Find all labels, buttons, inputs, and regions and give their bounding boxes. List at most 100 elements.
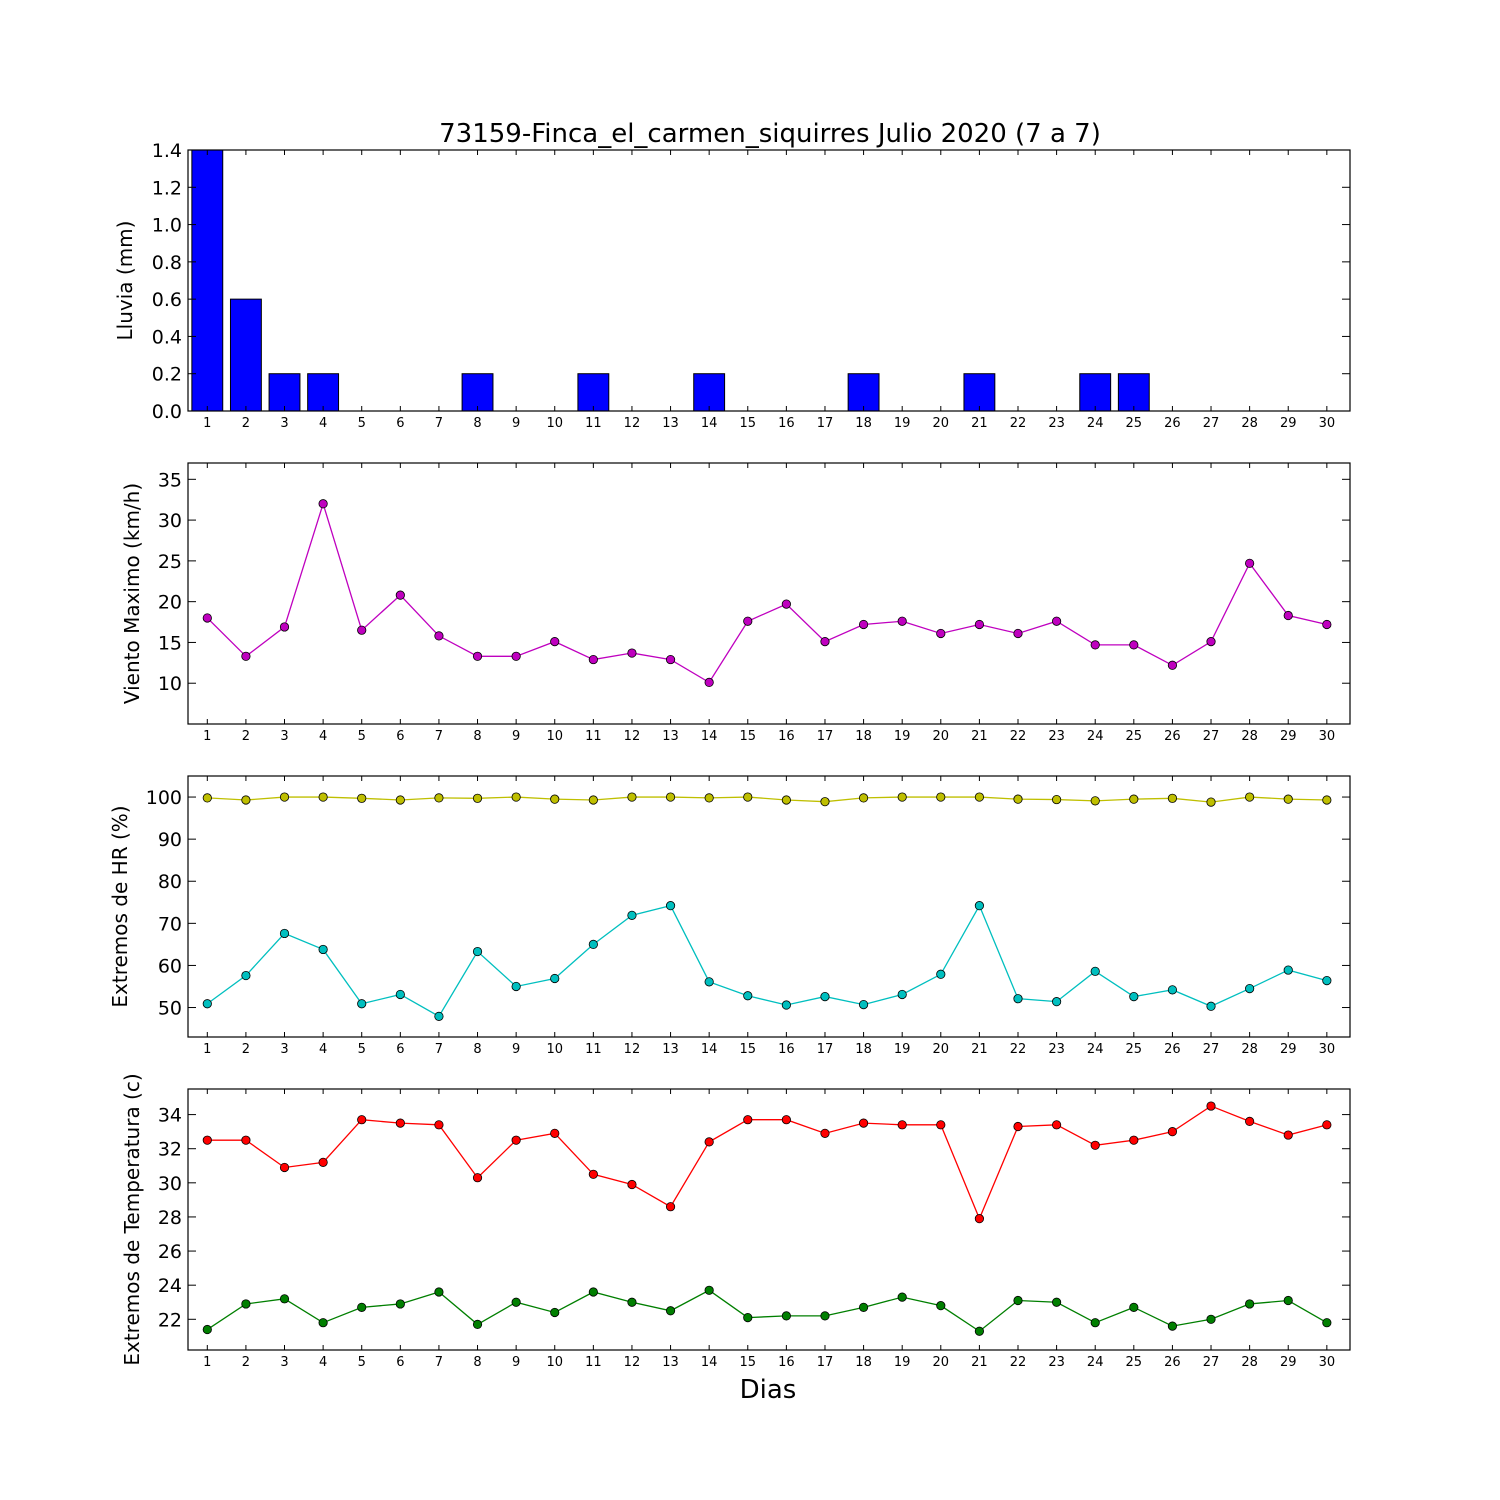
x-tick-label: 24: [1087, 1042, 1104, 1057]
x-tick-label: 17: [817, 416, 834, 431]
x-tick-label: 20: [933, 1042, 950, 1057]
bar-day-18: [847, 373, 880, 412]
point-series-1-day-10: [550, 1128, 560, 1138]
point-series-1-day-6: [395, 1118, 405, 1128]
x-tick-label: 12: [624, 1355, 641, 1370]
y-tick-label: 0.8: [152, 252, 182, 274]
point-series-2-day-14: [704, 1285, 714, 1295]
point-series-1-day-21: [974, 1214, 985, 1224]
point-series-1-day-12: [627, 1179, 637, 1190]
point-series-1-day-21: [974, 619, 985, 630]
x-tick-label: 10: [546, 1042, 563, 1057]
point-series-2-day-14: [704, 977, 714, 987]
x-tick-label: 18: [855, 416, 872, 431]
x-tick-label: 11: [585, 416, 602, 431]
x-tick-label: 23: [1048, 416, 1065, 431]
x-tick-label: 30: [1319, 416, 1336, 431]
point-series-2-day-4: [318, 1318, 328, 1328]
x-tick-label: 7: [435, 729, 443, 744]
x-tick-label: 28: [1241, 1042, 1258, 1057]
x-tick-label: 2: [242, 1355, 250, 1370]
point-series-1-day-25: [1129, 1135, 1139, 1145]
x-tick-label: 5: [358, 729, 366, 744]
point-series-2-day-21: [974, 901, 985, 911]
x-tick-label: 24: [1087, 416, 1104, 431]
point-series-2-day-20: [936, 969, 946, 979]
point-series-2-day-8: [472, 946, 483, 957]
x-tick-label: 12: [624, 416, 641, 431]
bar-day-11: [577, 373, 610, 412]
x-tick-label: 16: [778, 416, 795, 431]
point-series-2-day-28: [1245, 1299, 1255, 1309]
y-tick-label: 100: [146, 787, 182, 809]
point-series-2-day-9: [511, 1297, 521, 1307]
point-series-2-day-19: [897, 1292, 907, 1302]
point-series-1-day-13: [665, 792, 676, 802]
x-tick-label: 28: [1241, 729, 1258, 744]
panels: 1 2 3 4 5 6 7 8 9 10 11 12 13 14 15 16 17 18 19 20 21 22 23 24 2…: [108, 140, 1351, 1370]
bar-day-3: [268, 373, 301, 412]
point-series-1-day-1: [202, 793, 212, 803]
point-series-1-day-18: [858, 1118, 869, 1128]
x-tick-label: 11: [585, 729, 602, 744]
x-tick-label: 1: [203, 1355, 211, 1370]
bar-day-8: [461, 373, 494, 412]
point-series-1-day-26: [1167, 660, 1178, 670]
point-series-2-day-11: [588, 939, 598, 949]
point-series-1-day-13: [665, 1202, 676, 1212]
x-tick-label: 20: [933, 729, 950, 744]
point-series-2-day-26: [1167, 985, 1178, 995]
x-tick-label: 8: [473, 1355, 481, 1370]
y-tick-label: 15: [158, 632, 182, 654]
point-series-1-day-19: [897, 1120, 907, 1130]
x-tick-label: 14: [701, 1355, 718, 1370]
x-tick-label: 5: [358, 416, 366, 431]
point-series-2-day-24: [1090, 1318, 1100, 1328]
point-series-1-day-16: [781, 795, 791, 805]
y-tick-label: 0.0: [152, 401, 182, 423]
point-series-1-day-26: [1167, 793, 1178, 803]
point-series-2-day-16: [781, 1311, 791, 1321]
x-tick-label: 15: [739, 416, 756, 431]
x-tick-label: 6: [396, 1042, 404, 1057]
x-tick-label: 3: [280, 416, 288, 431]
x-tick-label: 3: [280, 1355, 288, 1370]
x-tick-label: 22: [1010, 1355, 1027, 1370]
point-series-1-day-25: [1129, 640, 1139, 650]
x-tick-label: 13: [662, 729, 679, 744]
point-series-2-day-27: [1206, 1001, 1216, 1011]
point-series-1-day-26: [1167, 1127, 1178, 1137]
x-tick-label: 7: [435, 1042, 443, 1057]
x-tick-label: 24: [1087, 729, 1104, 744]
x-tick-label: 8: [473, 416, 481, 431]
point-series-2-day-22: [1013, 994, 1023, 1004]
point-series-2-day-10: [550, 973, 560, 984]
point-series-1-day-5: [357, 625, 367, 635]
x-tick-label: 17: [817, 1355, 834, 1370]
x-tick-label: 29: [1280, 416, 1297, 431]
point-series-1-day-23: [1052, 794, 1062, 805]
y-tick-label: 22: [158, 1309, 182, 1331]
point-series-1-day-5: [357, 1115, 367, 1125]
point-series-2-day-5: [357, 1302, 367, 1312]
point-series-2-day-25: [1129, 1302, 1139, 1312]
y-tick-label: 1.4: [152, 140, 182, 162]
panel-3: 1 2 3 4 5 6 7 8 9 10 11 12 13 14 15 16 17 18 19 20 21 22 23 24 2…: [108, 775, 1351, 1057]
x-tick-label: 1: [203, 1042, 211, 1057]
point-series-1-day-18: [858, 619, 869, 630]
point-series-1-day-18: [858, 793, 869, 803]
point-series-2-day-8: [472, 1319, 483, 1330]
point-series-1-day-15: [743, 792, 753, 802]
x-tick-label: 29: [1280, 1042, 1297, 1057]
x-tick-label: 16: [778, 1042, 795, 1057]
point-series-1-day-27: [1206, 637, 1216, 647]
y-tick-label: 35: [158, 469, 182, 491]
point-series-1-day-25: [1129, 794, 1139, 804]
point-series-2-day-12: [627, 1297, 637, 1307]
x-tick-label: 29: [1280, 729, 1297, 744]
point-series-1-day-28: [1245, 792, 1255, 802]
point-series-1-day-12: [627, 792, 637, 802]
point-series-1-day-15: [743, 1115, 753, 1125]
x-tick-label: 1: [203, 416, 211, 431]
